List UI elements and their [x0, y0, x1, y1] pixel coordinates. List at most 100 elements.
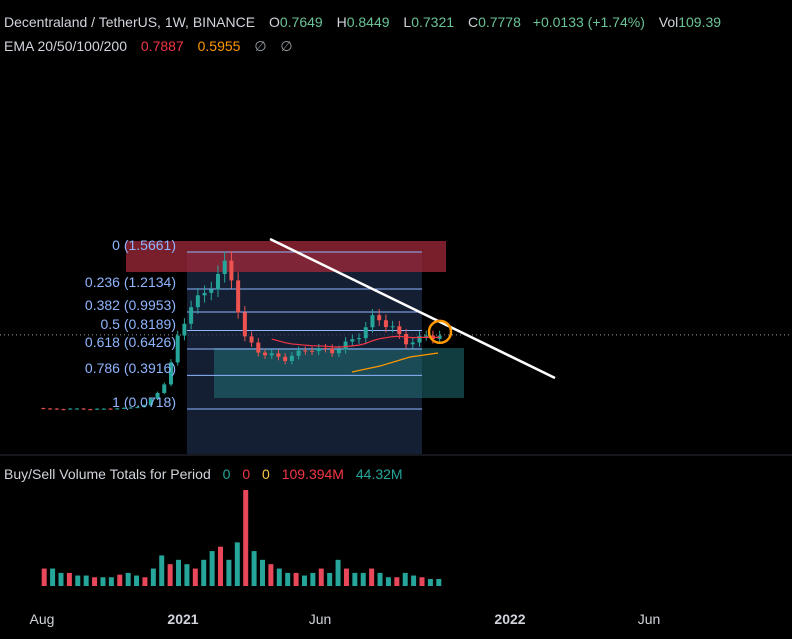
candle-body	[182, 323, 187, 336]
volume-bar	[234, 542, 240, 586]
candle-body	[168, 362, 173, 385]
volume-bar	[66, 572, 72, 586]
candle-body	[162, 384, 167, 393]
volume-bar	[159, 555, 165, 586]
close-value: 0.7778	[478, 14, 521, 30]
candle-body	[310, 350, 315, 352]
candle-body	[142, 405, 147, 408]
volume-bar	[301, 575, 307, 586]
volume-bar	[268, 564, 274, 586]
volume-bar	[50, 568, 56, 586]
candle-body	[410, 342, 415, 345]
volume-buy: 44.32M	[355, 466, 403, 482]
volume-bar	[117, 574, 123, 586]
volume-bar	[335, 559, 341, 586]
candle-body	[236, 280, 241, 313]
fib-level-label: 0 (1.5661)	[112, 237, 176, 253]
ema-legend[interactable]: EMA 20/50/100/200 0.7887 0.5955 ∅ ∅	[4, 38, 293, 55]
high-label: H	[336, 14, 347, 30]
candle-body	[54, 408, 59, 410]
time-axis-label: 2022	[494, 611, 526, 627]
candle-body	[88, 409, 93, 411]
candle-body	[202, 292, 207, 296]
volume-bar	[58, 572, 64, 586]
candle-body	[289, 355, 294, 361]
volume-panel-title: Buy/Sell Volume Totals for Period	[4, 466, 211, 482]
candle-body	[222, 260, 227, 275]
volume-bar	[352, 572, 358, 586]
candle-body	[383, 320, 388, 328]
candle-body	[95, 408, 100, 410]
ema100-value: ∅	[254, 38, 267, 54]
candle-body	[128, 407, 133, 409]
candle-body	[370, 315, 375, 328]
time-axis-label: Jun	[637, 611, 661, 627]
volume-bar	[427, 579, 433, 586]
volume-total: 109.394M	[281, 466, 344, 482]
volume-bar	[83, 575, 89, 586]
ema20-line	[271, 335, 440, 348]
high-value: 0.8449	[346, 14, 390, 30]
volume-bar	[419, 577, 425, 586]
volume-bar	[134, 575, 140, 586]
candle-body	[424, 335, 429, 337]
volume-v1: 0	[222, 466, 231, 482]
low-label: L	[403, 14, 412, 30]
highlight-circle	[427, 319, 453, 345]
candle-body	[303, 350, 308, 352]
volume-v3: 0	[262, 466, 270, 482]
volume-bar	[369, 568, 375, 586]
candle-body	[242, 312, 247, 337]
symbol-title[interactable]: Decentraland / TetherUS, 1W, BINANCE	[4, 14, 256, 30]
candle-body	[390, 326, 395, 328]
candle-body	[195, 295, 200, 308]
volume-bar	[394, 577, 400, 586]
volume-bar	[327, 572, 333, 586]
volume-bar	[41, 568, 47, 586]
fib-level-label: 0.5 (0.8189)	[100, 315, 177, 332]
candle-body	[276, 353, 281, 357]
volume-bar	[285, 572, 291, 586]
volume-bar	[436, 579, 442, 586]
volume-bar	[142, 577, 148, 586]
volume-bar	[218, 546, 224, 586]
volume-label: Vol	[658, 14, 679, 30]
candle-body	[48, 408, 53, 410]
open-label: O	[268, 14, 280, 30]
candle-body	[263, 352, 268, 356]
time-axis-label: 2021	[167, 611, 199, 627]
candle-body	[397, 326, 402, 334]
volume-bar	[167, 564, 173, 586]
candle-body	[363, 327, 368, 339]
ema200-value: ∅	[280, 38, 293, 54]
candle-body	[336, 349, 341, 354]
volume-bar	[192, 568, 198, 586]
volume-bar	[100, 577, 106, 586]
fib-level-label: 0.618 (0.6426)	[84, 334, 176, 351]
candle-body	[316, 348, 321, 352]
candle-body	[269, 353, 274, 356]
time-axis-label: Aug	[29, 611, 55, 627]
low-value: 0.7321	[411, 14, 455, 30]
candle-body	[343, 341, 348, 350]
ema50-value: 0.5955	[197, 38, 241, 54]
candle-body	[357, 338, 362, 340]
volume-bar	[411, 575, 417, 586]
fib-level-label: 0.382 (0.9953)	[84, 296, 176, 313]
candle-body	[68, 408, 73, 410]
volume-bar	[243, 490, 249, 586]
symbol-header: Decentraland / TetherUS, 1W, BINANCE O 0.…	[4, 14, 721, 30]
candle-body	[121, 407, 126, 409]
candle-body	[101, 408, 106, 410]
volume-bar	[184, 564, 190, 586]
candle-body	[404, 333, 409, 345]
candle-body	[437, 335, 442, 339]
trendline	[269, 237, 556, 380]
volume-bar	[108, 577, 114, 586]
candle-body	[256, 342, 261, 353]
volume-panel-legend[interactable]: Buy/Sell Volume Totals for Period 0 0 0 …	[4, 466, 403, 482]
candle-body	[283, 356, 288, 361]
volume-bar	[402, 572, 408, 586]
candle-body	[209, 289, 214, 293]
